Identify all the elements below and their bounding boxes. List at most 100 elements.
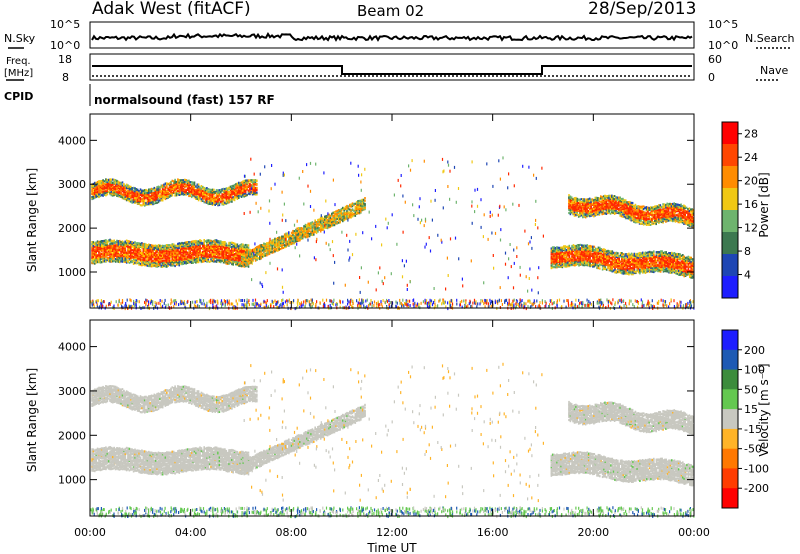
power-cell xyxy=(102,259,104,262)
power-cell xyxy=(170,259,172,262)
power-cell xyxy=(114,179,117,182)
power-cell xyxy=(637,212,639,215)
power-cell xyxy=(178,244,181,247)
power-cell xyxy=(211,202,214,205)
power-cell xyxy=(178,256,181,259)
power-cell xyxy=(313,226,315,229)
power-cell xyxy=(354,206,357,209)
power-cell xyxy=(214,242,216,245)
power-cell xyxy=(200,189,203,192)
power-cell xyxy=(307,226,309,229)
power-cell xyxy=(606,199,609,202)
power-cell xyxy=(226,244,229,247)
power-cell xyxy=(135,192,138,195)
power-cell xyxy=(184,248,186,251)
power-cell xyxy=(150,192,153,195)
power-cell xyxy=(220,190,222,193)
power-cell xyxy=(640,218,642,221)
power-cell xyxy=(167,257,169,260)
power-cell xyxy=(293,242,296,245)
power-cell xyxy=(128,188,131,191)
power-cell xyxy=(100,252,103,255)
power-cell xyxy=(627,212,630,215)
power-cell xyxy=(145,247,147,250)
power-cell xyxy=(346,214,348,217)
power-cell xyxy=(105,190,107,193)
power-cell xyxy=(148,246,150,249)
power-cell xyxy=(299,231,301,234)
power-cell xyxy=(586,198,588,201)
power-cell xyxy=(343,214,345,217)
power-cell xyxy=(344,216,347,220)
power-cell xyxy=(185,248,187,252)
power-cell xyxy=(242,243,244,246)
power-cell xyxy=(125,192,128,195)
power-cell xyxy=(247,179,250,182)
power-cell xyxy=(157,245,160,248)
power-cell xyxy=(235,187,237,190)
power-cell xyxy=(92,253,95,256)
power-cell xyxy=(171,244,174,247)
power-cell xyxy=(106,248,109,251)
power-cell xyxy=(361,198,363,201)
power-cell xyxy=(195,239,197,243)
power-cell xyxy=(244,191,247,194)
power-cell xyxy=(636,211,638,214)
power-cell xyxy=(355,209,358,212)
power-cell xyxy=(217,249,219,252)
power-cell xyxy=(259,250,261,253)
power-cell xyxy=(206,195,208,198)
power-cell xyxy=(594,211,597,214)
power-cell xyxy=(360,205,362,208)
power-cell xyxy=(310,230,312,233)
power-cell xyxy=(120,181,122,184)
power-cell xyxy=(163,253,165,256)
power-cell xyxy=(315,221,318,224)
power-cell xyxy=(654,213,656,216)
power-cell xyxy=(663,207,666,210)
power-cell xyxy=(102,240,104,243)
power-cell xyxy=(244,194,247,197)
power-cell xyxy=(662,221,664,224)
power-cell xyxy=(184,247,186,250)
power-cell xyxy=(268,241,271,245)
power-cell xyxy=(666,219,668,222)
power-cell xyxy=(105,248,107,251)
power-cell xyxy=(197,193,200,196)
power-cell xyxy=(247,265,250,268)
power-cell xyxy=(270,251,272,254)
power-cell xyxy=(597,205,599,208)
power-cell xyxy=(136,188,139,191)
power-cell xyxy=(238,190,240,194)
power-cell xyxy=(616,204,619,207)
power-cell xyxy=(296,235,298,238)
power-cell xyxy=(134,188,136,191)
power-cell xyxy=(253,248,256,251)
power-cell xyxy=(268,244,271,247)
power-cell xyxy=(112,246,114,249)
power-cell xyxy=(178,242,181,245)
power-cell xyxy=(288,243,290,246)
power-cell xyxy=(665,203,667,207)
power-cell xyxy=(326,214,329,217)
power-cell xyxy=(146,253,149,256)
power-cell xyxy=(229,255,232,258)
power-cell xyxy=(95,193,97,197)
power-cell xyxy=(202,185,204,189)
power-cell xyxy=(611,211,613,215)
power-cell xyxy=(295,232,297,235)
power-cell xyxy=(100,190,103,193)
power-cell xyxy=(206,190,208,193)
power-cell xyxy=(211,256,214,259)
power-cell xyxy=(344,205,347,208)
power-cell xyxy=(186,241,189,244)
power-cell xyxy=(174,250,176,253)
power-cell xyxy=(92,242,95,245)
power-cell xyxy=(143,249,146,252)
power-cell xyxy=(210,248,212,251)
power-cell xyxy=(285,244,287,247)
power-cell xyxy=(204,248,207,251)
power-cell xyxy=(120,183,122,186)
power-cell xyxy=(332,217,334,220)
power-cell xyxy=(136,192,139,195)
